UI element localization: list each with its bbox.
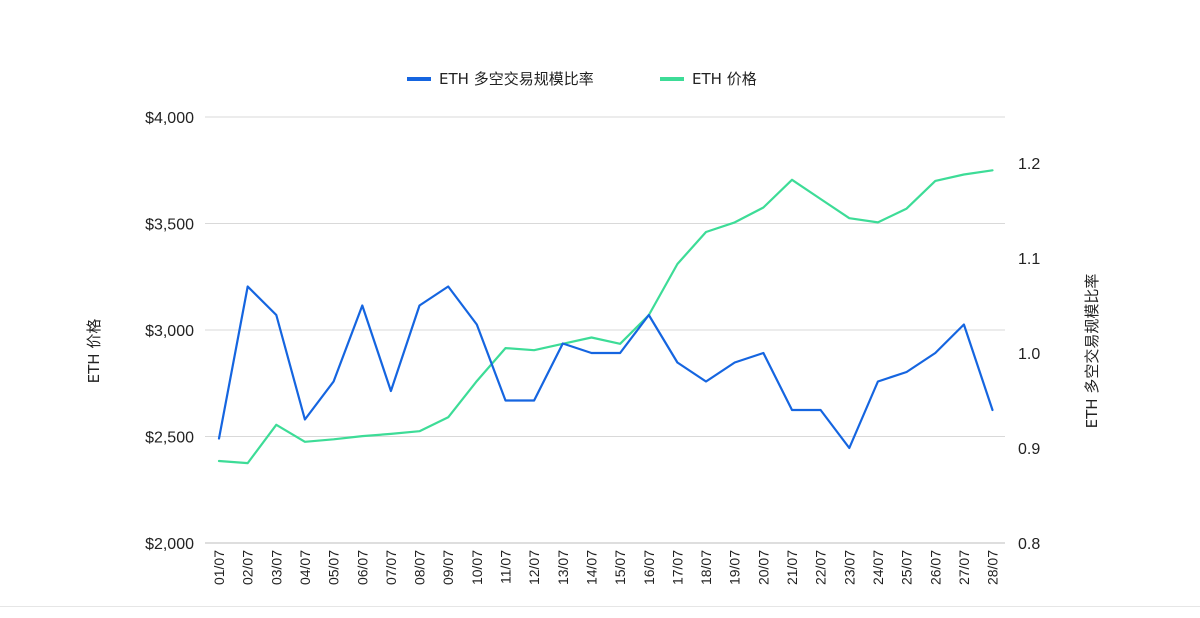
x-tick-label: 02/07 [240, 550, 256, 585]
x-tick-label: 04/07 [297, 550, 313, 585]
left-tick-label: $2,500 [145, 430, 194, 447]
series-line-long-short-ratio [219, 287, 993, 449]
right-axis-title: ETH 多空交易规模比率 [1083, 274, 1101, 429]
x-tick-label: 19/07 [727, 550, 743, 585]
x-tick-label: 10/07 [469, 550, 485, 585]
x-tick-label: 28/07 [985, 550, 1001, 585]
left-tick-label: $3,500 [145, 217, 194, 234]
x-tick-label: 14/07 [583, 550, 599, 585]
x-tick-label: 20/07 [755, 550, 771, 585]
right-tick-label: 1.1 [1018, 251, 1040, 268]
x-tick-label: 22/07 [813, 550, 829, 585]
right-tick-label: 0.8 [1018, 536, 1040, 553]
series-lines [219, 170, 993, 463]
x-tick-label: 07/07 [383, 550, 399, 585]
x-tick-label: 25/07 [899, 550, 915, 585]
series-line-eth-price [219, 170, 993, 463]
x-tick-label: 26/07 [927, 550, 943, 585]
x-tick-label: 27/07 [956, 550, 972, 585]
x-tick-label: 09/07 [440, 550, 456, 585]
right-tick-label: 1.2 [1018, 156, 1040, 173]
bottom-divider [0, 606, 1200, 607]
x-tick-label: 13/07 [555, 550, 571, 585]
x-tick-label: 08/07 [412, 550, 428, 585]
x-tick-label: 03/07 [268, 550, 284, 585]
left-y-axis: $2,000 $2,500 $3,000 $3,500 $4,000 [145, 110, 194, 553]
x-tick-label: 24/07 [870, 550, 886, 585]
right-y-axis: 0.8 0.9 1.0 1.1 1.2 [1018, 156, 1040, 553]
right-tick-label: 1.0 [1018, 346, 1040, 363]
left-tick-label: $4,000 [145, 110, 194, 127]
legend-label: ETH 多空交易规模比率 [439, 70, 594, 88]
x-tick-label: 15/07 [612, 550, 628, 585]
x-tick-label: 18/07 [698, 550, 714, 585]
x-tick-label: 23/07 [841, 550, 857, 585]
x-tick-label: 12/07 [526, 550, 542, 585]
legend: ETH 多空交易规模比率 ETH 价格 [407, 70, 757, 88]
x-tick-label: 16/07 [641, 550, 657, 585]
legend-label: ETH 价格 [692, 70, 757, 88]
x-tick-label: 05/07 [326, 550, 342, 585]
gridlines [205, 117, 1005, 543]
x-tick-label: 11/07 [498, 550, 514, 584]
x-tick-label: 01/07 [211, 550, 227, 585]
x-tick-label: 17/07 [669, 550, 685, 585]
x-tick-label: 06/07 [354, 550, 370, 585]
left-tick-label: $3,000 [145, 323, 194, 340]
left-tick-label: $2,000 [145, 536, 194, 553]
left-axis-title: ETH 价格 [85, 319, 103, 384]
x-axis: 01/07 02/07 03/07 04/07 05/07 06/07 07/07 08/07… [211, 550, 1001, 585]
x-tick-label: 21/07 [784, 550, 800, 585]
right-tick-label: 0.9 [1018, 441, 1040, 458]
